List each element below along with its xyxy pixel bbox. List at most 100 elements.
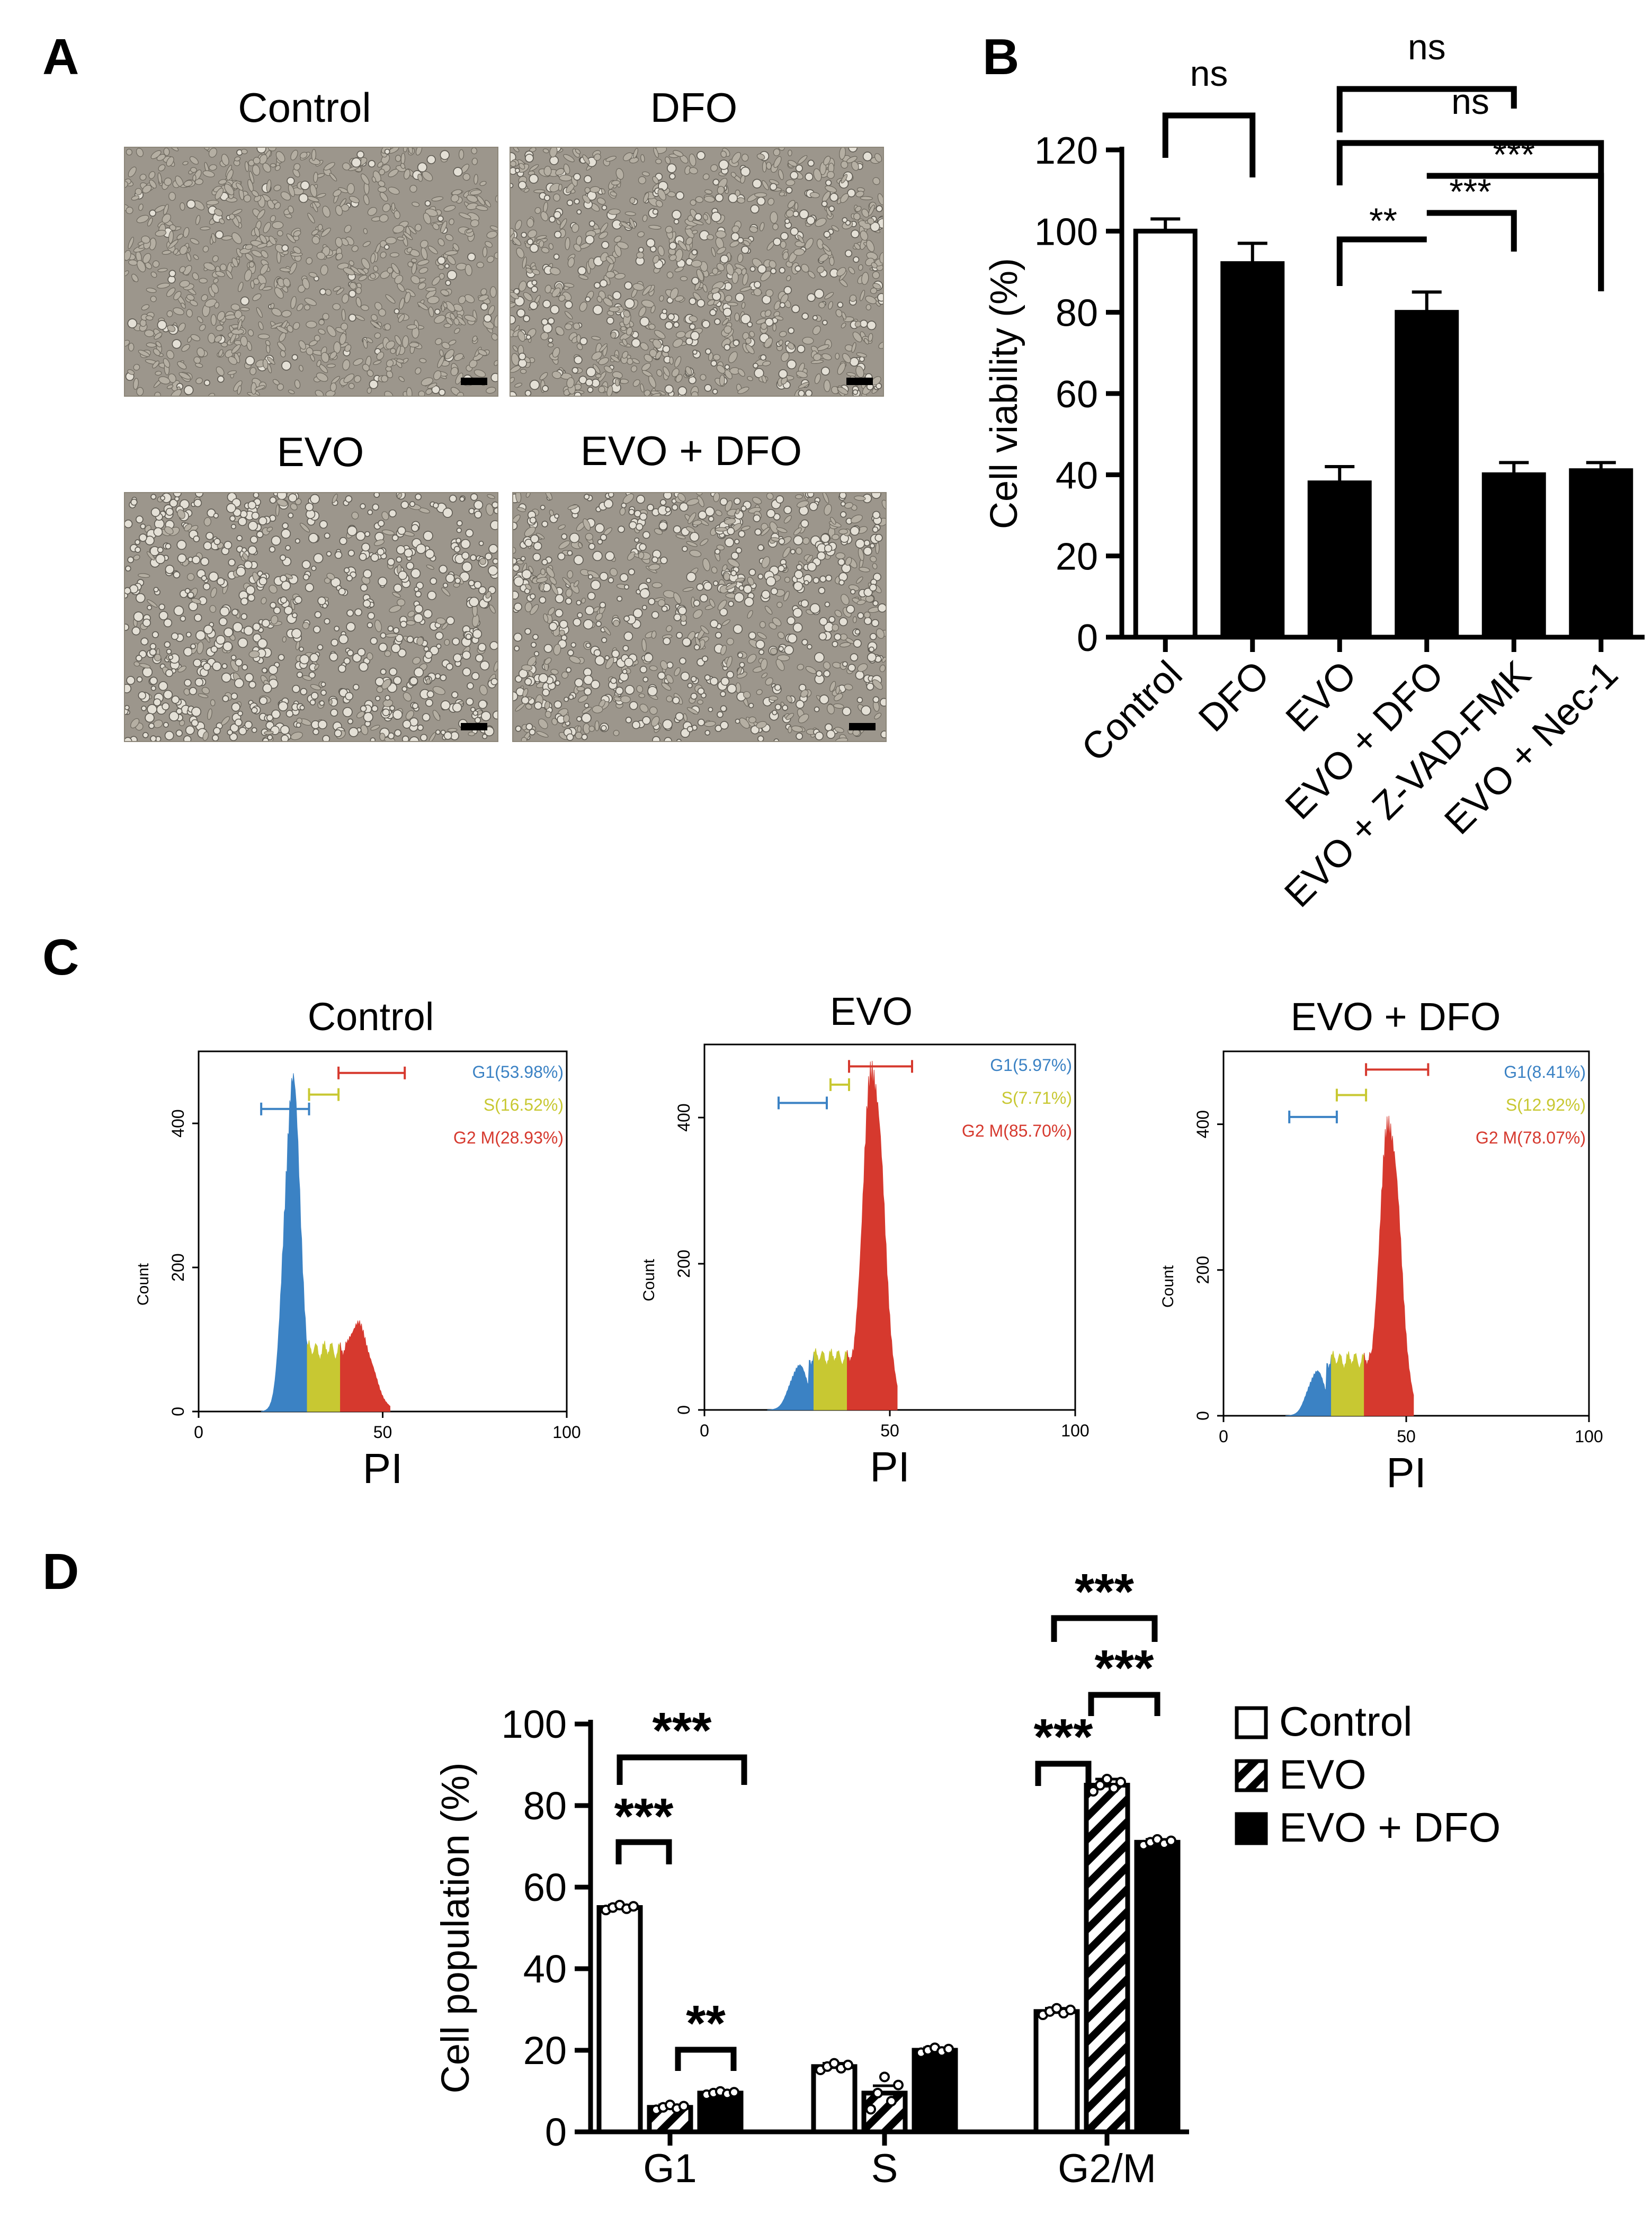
cell: [415, 224, 422, 231]
cell: [400, 501, 409, 509]
cell: [287, 177, 295, 185]
cell: [720, 721, 729, 730]
cell: [531, 641, 537, 648]
cell: [777, 631, 785, 639]
cell: [381, 678, 391, 690]
cell: [752, 497, 762, 505]
cell: [524, 390, 532, 396]
cell: [157, 320, 167, 330]
cell: [333, 341, 341, 354]
cell: [642, 676, 649, 683]
data-point: [1088, 1786, 1099, 1797]
cell: [628, 568, 635, 576]
cell: [187, 592, 194, 599]
cell: [516, 507, 526, 512]
cell: [395, 633, 404, 642]
cell: [280, 350, 286, 358]
cell: [363, 228, 368, 235]
cell: [145, 315, 154, 321]
cell: [617, 596, 623, 602]
cell: [728, 193, 738, 203]
s-region: [307, 1340, 341, 1412]
cell: [440, 150, 450, 160]
cell: [414, 667, 424, 677]
cell: [570, 642, 576, 648]
cell: [712, 389, 718, 395]
cell: [292, 612, 298, 619]
cell: [186, 309, 193, 318]
cell: [795, 547, 802, 555]
cell: [150, 150, 162, 159]
cell: [462, 667, 471, 676]
cell: [622, 351, 629, 359]
cell: [766, 508, 775, 518]
cell: [424, 200, 431, 207]
cell: [438, 389, 446, 396]
x-tick-label: 100: [1575, 1427, 1603, 1446]
cell: [326, 325, 336, 337]
cell: [756, 153, 765, 160]
cell: [632, 720, 640, 729]
cell: [262, 737, 269, 742]
cell: [334, 551, 343, 559]
cell: [359, 662, 369, 672]
cell: [831, 225, 840, 231]
cell: [214, 208, 223, 217]
cell: [253, 278, 260, 285]
cell: [558, 294, 566, 302]
data-point: [1102, 1773, 1112, 1784]
cell: [163, 203, 169, 215]
cell: [317, 596, 326, 605]
cell: [424, 650, 433, 659]
cell: [611, 180, 620, 186]
cell: [331, 577, 341, 588]
cell: [807, 493, 815, 498]
cell: [841, 160, 849, 169]
cell: [376, 686, 383, 693]
cell: [776, 602, 783, 608]
cell: [634, 537, 640, 543]
cell: [573, 173, 581, 181]
cell: [830, 516, 836, 525]
cell: [317, 644, 324, 650]
cell: [141, 304, 150, 311]
cell: [168, 230, 174, 244]
cell: [240, 597, 248, 605]
cell: [531, 280, 538, 286]
cell: [691, 260, 702, 267]
cell: [292, 322, 300, 330]
cell: [601, 241, 610, 249]
cell: [514, 382, 522, 388]
data-point: [1065, 2004, 1076, 2015]
cell: [389, 705, 395, 711]
cell: [349, 195, 360, 203]
cell: [821, 367, 830, 376]
cell: [439, 273, 445, 280]
y-axis-label: Count: [640, 1258, 658, 1301]
cell: [827, 171, 835, 179]
cell: [437, 238, 445, 246]
cell: [408, 226, 417, 235]
cell: [313, 553, 324, 564]
cell: [412, 201, 420, 207]
cell: [202, 731, 209, 741]
cell: [173, 605, 184, 616]
cell: [677, 493, 686, 502]
cell: [342, 707, 353, 717]
cell: [386, 341, 395, 350]
cell: [525, 723, 533, 730]
cell: [402, 720, 412, 729]
cell: [437, 215, 444, 222]
cell: [675, 331, 686, 338]
cell: [679, 502, 689, 512]
cell: [765, 677, 773, 686]
cell: [465, 529, 474, 538]
legend-swatch: [1235, 1706, 1268, 1739]
cell: [838, 572, 848, 582]
cell: [568, 694, 574, 700]
cell: [131, 195, 140, 201]
cell: [576, 716, 582, 722]
cell: [388, 509, 397, 517]
cell: [192, 272, 199, 280]
cell: [258, 577, 267, 586]
